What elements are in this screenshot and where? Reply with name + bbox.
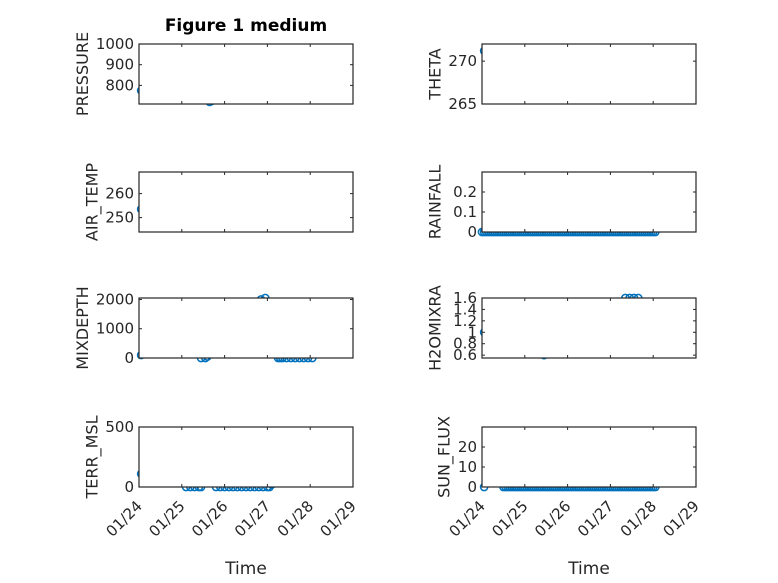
y-tick-label: 0 [467,478,477,496]
x-tick-label: 01/25 [488,497,531,540]
y-tick-label: 900 [105,56,134,74]
y-tick-label: 2000 [96,290,134,308]
y-tick-label: 260 [105,185,134,203]
x-tick-label: 01/24 [103,497,146,540]
y-tick-label: 20 [458,438,477,456]
y-axis-label: PRESSURE [73,32,92,116]
axes-rainfall: 0 0.1 0.2 RAINFALL [425,165,697,241]
x-tick-label: 01/25 [145,497,188,540]
axes-frame [481,171,697,233]
axes-frame [481,43,697,105]
x-tick-label: 01/27 [574,497,617,540]
y-tick-label: 0.8 [453,335,477,353]
y-tick-label: 0 [124,349,134,367]
x-tick-label: 01/26 [531,497,574,540]
x-tick-label: 01/26 [188,497,231,540]
y-tick-label: 1.6 [453,289,477,307]
x-axis-label-left: Time [224,559,267,579]
y-tick-label: 500 [105,418,134,436]
x-tick-label: 01/29 [317,497,360,540]
axes-h2omixra: 0.60.811.21.41.6 H2OMIXRA [425,285,697,371]
y-axis-label: MIXDEPTH [73,286,92,369]
y-tick-label: 1 [467,323,477,341]
y-tick-label: 0.1 [453,203,477,221]
axes-terr_msl: 0 500 01/24 01/25 01/26 01/27 01/28 01/29 TERR_M… [82,415,359,540]
y-axis-label: TERR_MSL [82,415,102,499]
x-tick-label: 01/29 [660,497,703,540]
x-tick-label: 01/24 [446,497,489,540]
y-tick-label: 1000 [96,320,134,338]
axes-frame [481,426,697,488]
x-axis-label-right: Time [567,559,610,579]
y-axis-label: THETA [425,48,444,100]
y-tick-label: 0 [124,478,134,496]
axes-frame [481,297,697,359]
figure-title: Figure 1 medium [165,16,327,36]
x-tick-label: 01/28 [274,497,317,540]
y-axis-label: H2OMIXRA [425,285,444,371]
y-axis-label: SUN_FLUX [435,416,455,498]
y-tick-label: 250 [105,209,134,227]
axes-frame [138,297,354,359]
y-tick-label: 0.6 [453,346,477,364]
y-tick-label: 1.2 [453,312,477,330]
axes-frame [138,171,354,233]
y-tick-label: 1.4 [453,300,477,318]
y-tick-label: 265 [448,95,477,113]
x-tick-label: 01/27 [231,497,274,540]
y-tick-label: 270 [448,52,477,70]
y-tick-label: 0 [467,223,477,241]
y-tick-label: 800 [105,76,134,94]
axes-frame [138,426,354,488]
y-tick-label: 0.2 [453,183,477,201]
y-axis-label: RAINFALL [425,165,444,240]
y-tick-label: 10 [458,458,477,476]
y-axis-label: AIR_TEMP [82,163,102,241]
axes-sun_flux: 0 10 20 01/24 01/25 01/26 01/27 01/28 01/29 SUN_F… [435,416,703,540]
y-tick-label: 1000 [96,35,134,53]
axes-frame [138,43,354,105]
x-tick-label: 01/28 [617,497,660,540]
